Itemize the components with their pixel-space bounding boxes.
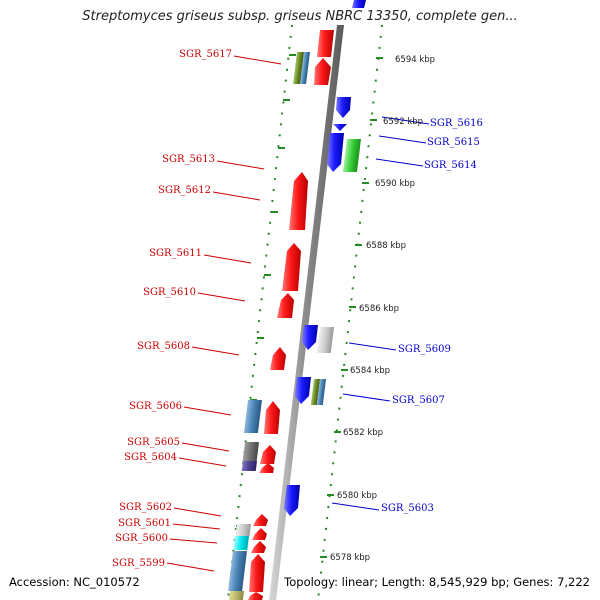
genome-backbone — [269, 25, 344, 600]
scale-label: 6584 kbp — [350, 366, 390, 376]
gene-label: SGR_5600 — [115, 533, 168, 544]
left-leader-lines — [166, 55, 282, 572]
right-ticks — [320, 57, 383, 558]
genome-title: Streptomyces griseus subsp. griseus NBRC… — [82, 9, 518, 24]
scale-label: 6582 kbp — [343, 428, 383, 438]
right-gene-labels: SGR_5616 SGR_5615 SGR_5614 SGR_5609 SGR_… — [381, 118, 483, 514]
gene-arrow — [302, 325, 318, 350]
gene-arrow — [252, 528, 267, 540]
gene-label: SGR_5602 — [119, 502, 172, 513]
gene-label: SGR_5605 — [127, 437, 180, 448]
gene-arrow — [277, 293, 294, 318]
scale-label: 6592 kbp — [383, 117, 423, 127]
gene-label: SGR_5609 — [398, 344, 451, 355]
gene-arrow — [264, 401, 280, 434]
gene-arrow — [282, 243, 301, 291]
gene-block — [228, 591, 244, 600]
gene-label: SGR_5606 — [129, 401, 182, 412]
gene-arrow — [327, 133, 344, 172]
gene-arrow — [260, 445, 276, 464]
scale-label: 6578 kbp — [330, 553, 370, 563]
gene-label: SGR_5599 — [112, 558, 165, 569]
gene-arrow — [270, 347, 286, 370]
gene-label: SGR_5613 — [162, 154, 215, 165]
gene-arrow — [295, 377, 311, 404]
gene-label: SGR_5603 — [381, 503, 434, 514]
scale-label: 6590 kbp — [375, 179, 415, 189]
genome-summary-text: Topology: linear; Length: 8,545,929 bp; … — [284, 575, 590, 589]
right-leader-lines — [331, 116, 430, 511]
gene-block — [235, 524, 251, 536]
forward-strand-genes — [228, 30, 334, 600]
gene-arrow — [259, 463, 274, 473]
scale-label: 6594 kbp — [395, 55, 435, 65]
gene-block — [342, 139, 361, 172]
gene-block — [233, 536, 249, 550]
gene-arrow — [251, 541, 266, 553]
gene-block — [310, 379, 320, 405]
gene-arrow — [352, 0, 366, 8]
left-gene-labels: SGR_5617 SGR_5613 SGR_5612 SGR_5611 SGR_… — [112, 49, 232, 569]
gene-arrow — [284, 485, 300, 516]
gene-label: SGR_5607 — [392, 395, 445, 406]
gene-label: SGR_5616 — [430, 118, 483, 129]
gene-block — [242, 442, 259, 462]
gene-arrow — [333, 124, 347, 131]
scale-label: 6580 kbp — [337, 491, 377, 501]
gene-label: SGR_5612 — [158, 185, 211, 196]
gene-block — [316, 327, 334, 353]
gene-block — [228, 551, 247, 591]
gene-label: SGR_5615 — [427, 137, 480, 148]
gene-arrow — [248, 592, 263, 600]
gene-label: SGR_5617 — [179, 49, 232, 60]
gene-label: SGR_5604 — [124, 452, 177, 463]
gene-label: SGR_5610 — [143, 287, 196, 298]
gene-arrow — [314, 58, 331, 85]
gene-arrow — [336, 97, 351, 118]
gene-label: SGR_5601 — [118, 518, 171, 529]
gene-label: SGR_5614 — [424, 160, 477, 171]
gene-arrow — [249, 554, 265, 592]
gene-block — [293, 52, 304, 84]
gene-label: SGR_5611 — [149, 248, 202, 259]
accession-text: Accession: NC_010572 — [9, 575, 140, 589]
scale-label: 6588 kbp — [366, 241, 406, 251]
gene-block — [300, 52, 310, 84]
scale-labels: 6594 kbp 6592 kbp 6590 kbp 6588 kbp 6586… — [330, 55, 435, 563]
gene-block — [243, 400, 262, 433]
gene-label: SGR_5608 — [137, 341, 190, 352]
gene-arrow — [289, 172, 308, 230]
gene-arrow — [317, 30, 334, 57]
scale-label: 6586 kbp — [359, 304, 399, 314]
gene-block — [316, 379, 326, 405]
gene-arrow — [253, 514, 268, 526]
reverse-strand-genes — [284, 0, 366, 516]
gene-block — [241, 461, 257, 471]
